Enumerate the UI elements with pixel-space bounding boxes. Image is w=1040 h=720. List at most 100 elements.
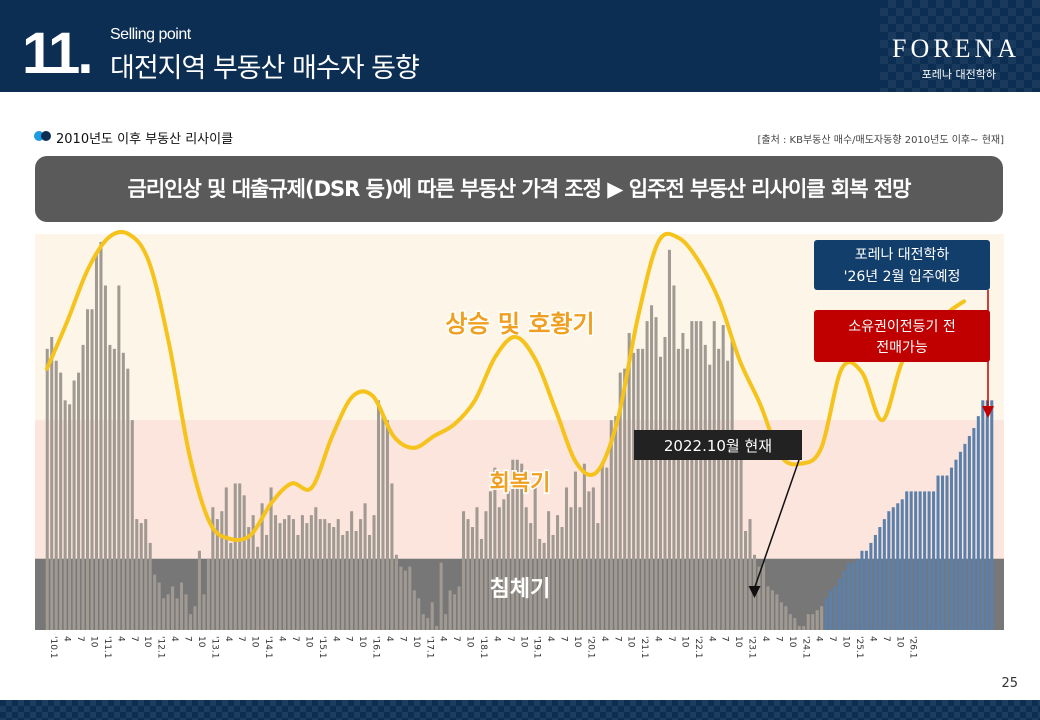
bar	[274, 515, 278, 630]
bar	[717, 348, 721, 630]
bar	[511, 459, 515, 630]
bar	[506, 491, 510, 630]
x-tick-label: 4	[438, 636, 448, 642]
zone-band-2	[35, 558, 1004, 630]
bar	[591, 487, 595, 630]
bar	[547, 511, 551, 630]
x-tick-label: 10	[303, 636, 313, 648]
bar	[923, 491, 927, 630]
x-tick-label: 7	[505, 636, 515, 642]
chart-section-label: 2010년도 이후 부동산 리사이클	[56, 132, 234, 147]
bar	[108, 344, 112, 630]
bar	[766, 586, 770, 630]
bar	[282, 519, 287, 630]
bar	[918, 491, 922, 630]
bar	[569, 507, 573, 630]
bar	[166, 594, 170, 630]
bar	[247, 527, 251, 630]
bar	[775, 594, 779, 630]
bar	[390, 483, 394, 630]
x-tick-label: 7	[666, 636, 676, 642]
x-tick-label: 4	[330, 636, 340, 642]
bar	[726, 360, 730, 630]
bar	[690, 321, 694, 630]
bar	[188, 614, 193, 630]
bar	[144, 519, 148, 630]
bar	[967, 435, 971, 630]
bar	[676, 348, 680, 630]
x-tick-label: '18.1	[478, 636, 488, 659]
bar	[103, 285, 107, 630]
x-tick-label: 10	[142, 636, 152, 648]
bar	[224, 487, 228, 630]
bar	[394, 554, 398, 630]
bar	[265, 534, 269, 630]
x-tick-label: 10	[357, 636, 367, 648]
x-tick-label: '14.1	[263, 636, 273, 659]
bar	[385, 420, 389, 630]
page-number: 25	[1001, 676, 1018, 691]
x-tick-label: 7	[344, 636, 354, 642]
x-tick-label: 10	[733, 636, 743, 648]
bar	[882, 519, 886, 630]
current-callout-label: 2022.10월 현재	[664, 437, 772, 455]
x-tick-label: 4	[653, 636, 663, 642]
bar	[645, 321, 649, 630]
bar	[256, 546, 260, 630]
bar	[730, 340, 734, 630]
bar	[381, 416, 385, 630]
bar	[636, 348, 640, 630]
bar	[502, 499, 506, 630]
x-tick-label: 10	[411, 636, 421, 648]
bar	[193, 606, 197, 630]
bar	[618, 372, 622, 630]
bar	[985, 400, 989, 630]
bar	[412, 590, 416, 630]
bar	[287, 515, 291, 630]
bar	[121, 352, 125, 630]
x-tick-label: '17.1	[424, 636, 434, 659]
bar	[484, 511, 488, 630]
bar	[842, 570, 846, 630]
bar	[475, 507, 479, 630]
bar	[627, 333, 631, 630]
bar	[350, 511, 354, 630]
bar	[614, 416, 618, 630]
x-tick-label: 7	[397, 636, 407, 642]
x-tick-label: 4	[223, 636, 233, 642]
bar	[318, 519, 322, 630]
x-tick-label: 7	[881, 636, 891, 642]
bar	[896, 503, 900, 630]
trend-curve	[45, 229, 966, 543]
bar	[972, 428, 976, 630]
bar	[632, 352, 636, 630]
bar	[824, 598, 828, 630]
bar	[806, 614, 810, 630]
headline-banner: 금리인상 및 대출규제(DSR 등)에 따른 부동산 가격 조정 ▶ 입주전 부…	[35, 156, 1003, 222]
bar	[605, 467, 609, 630]
zone-label-2: 침체기	[490, 577, 551, 602]
x-tick-label: 7	[612, 636, 622, 642]
x-tick-label: 4	[599, 636, 609, 642]
x-tick-label: 7	[559, 636, 569, 642]
x-tick-label: '10.1	[48, 636, 58, 659]
bar	[654, 317, 658, 630]
x-tick-label: 10	[894, 636, 904, 648]
x-tick-label: '20.1	[585, 636, 595, 659]
bar	[779, 602, 783, 630]
bar	[739, 455, 743, 630]
x-tick-label: '26.1	[908, 636, 918, 659]
x-tick-label: 4	[62, 636, 72, 642]
bar	[520, 463, 524, 630]
bar	[399, 566, 403, 630]
bar	[238, 483, 242, 630]
bar	[846, 562, 851, 630]
x-tick-label: 4	[115, 636, 125, 642]
x-tick-label: '13.1	[209, 636, 219, 659]
bar	[914, 491, 918, 630]
x-tick-label: 10	[787, 636, 797, 648]
x-tick-label: 10	[841, 636, 851, 648]
x-tick-label: '11.1	[102, 636, 112, 659]
bar	[376, 400, 381, 630]
zone-label-0: 상승 및 호황기	[445, 310, 594, 338]
